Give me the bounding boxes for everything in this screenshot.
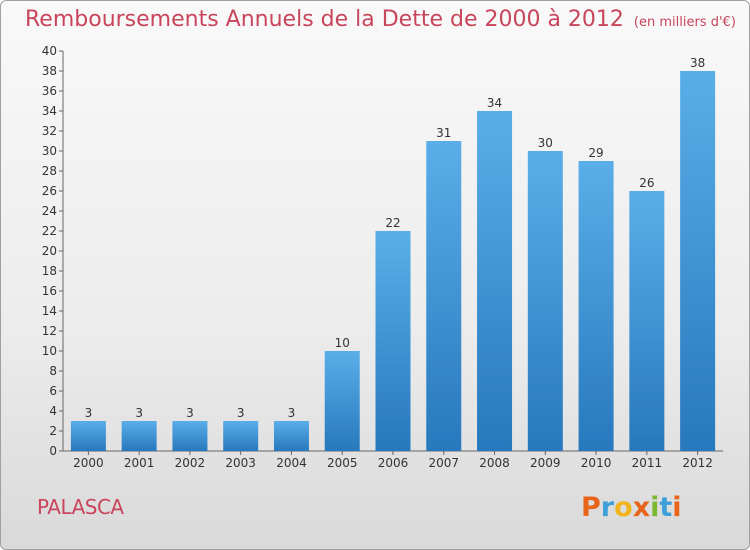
y-tick-label: 0 — [49, 444, 57, 458]
x-tick-label-2006: 2006 — [378, 456, 409, 470]
data-labels: 3 3 3 3 3 10 22 31 34 30 29 26 38 — [85, 56, 706, 420]
x-tick-label-2004: 2004 — [276, 456, 307, 470]
proxiti-logo: Proxiti — [581, 492, 682, 523]
x-tick-label-2009: 2009 — [530, 456, 561, 470]
y-tick-label: 32 — [42, 124, 57, 138]
bar-2004 — [273, 421, 309, 451]
y-tick-label: 6 — [49, 384, 57, 398]
data-label-2006: 22 — [385, 216, 400, 230]
bar-2002 — [172, 421, 208, 451]
axes: 0246810121416182022242628303234363840200… — [42, 44, 723, 470]
data-label-2011: 26 — [639, 176, 654, 190]
y-tick-label: 16 — [42, 284, 57, 298]
chart-title-text: Remboursements Annuels de la Dette de 20… — [25, 7, 624, 32]
y-tick-label: 12 — [42, 324, 57, 338]
data-label-2012: 38 — [690, 56, 705, 70]
data-label-2009: 30 — [538, 136, 553, 150]
bar-2012 — [680, 71, 716, 451]
x-tick-label-2011: 2011 — [632, 456, 663, 470]
x-tick-label-2010: 2010 — [581, 456, 612, 470]
x-tick-label-2001: 2001 — [124, 456, 155, 470]
x-tick-label-2003: 2003 — [225, 456, 256, 470]
chart-subtitle: (en milliers d'€) — [633, 15, 736, 30]
x-tick-label-2007: 2007 — [428, 456, 459, 470]
x-tick-label-2005: 2005 — [327, 456, 358, 470]
bar-2009 — [527, 151, 563, 451]
y-tick-label: 28 — [42, 164, 57, 178]
y-tick-label: 30 — [42, 144, 57, 158]
data-label-2001: 3 — [135, 406, 143, 420]
y-tick-label: 38 — [42, 64, 57, 78]
y-tick-label: 4 — [49, 404, 57, 418]
bars — [70, 71, 716, 451]
data-label-2004: 3 — [288, 406, 296, 420]
y-tick-label: 22 — [42, 224, 57, 238]
y-tick-label: 24 — [42, 204, 57, 218]
data-label-2007: 31 — [436, 126, 451, 140]
y-tick-label: 36 — [42, 84, 57, 98]
commune-name: PALASCA — [37, 495, 124, 519]
y-tick-label: 20 — [42, 244, 57, 258]
data-label-2010: 29 — [588, 146, 603, 160]
data-label-2005: 10 — [335, 336, 350, 350]
x-tick-label-2000: 2000 — [73, 456, 104, 470]
y-tick-label: 40 — [42, 44, 57, 58]
y-tick-label: 2 — [49, 424, 57, 438]
bar-2005 — [324, 351, 360, 451]
y-tick-label: 26 — [42, 184, 57, 198]
data-label-2000: 3 — [85, 406, 93, 420]
bar-2001 — [121, 421, 157, 451]
y-tick-label: 34 — [42, 104, 57, 118]
y-tick-label: 18 — [42, 264, 57, 278]
data-label-2008: 34 — [487, 96, 502, 110]
data-label-2002: 3 — [186, 406, 194, 420]
svg-text:Proxiti: Proxiti — [581, 492, 682, 523]
y-tick-label: 14 — [42, 304, 57, 318]
x-tick-label-2012: 2012 — [682, 456, 713, 470]
x-tick-label-2002: 2002 — [175, 456, 206, 470]
bar-2010 — [578, 161, 614, 451]
y-tick-label: 8 — [49, 364, 57, 378]
bar-2008 — [477, 111, 513, 451]
data-label-2003: 3 — [237, 406, 245, 420]
bar-2003 — [223, 421, 259, 451]
bar-2000 — [70, 421, 106, 451]
bar-2006 — [375, 231, 411, 451]
bar-2011 — [629, 191, 665, 451]
x-tick-label-2008: 2008 — [479, 456, 510, 470]
bar-2007 — [426, 141, 462, 451]
y-tick-label: 10 — [42, 344, 57, 358]
chart-title: Remboursements Annuels de la Dette de 20… — [25, 7, 736, 32]
